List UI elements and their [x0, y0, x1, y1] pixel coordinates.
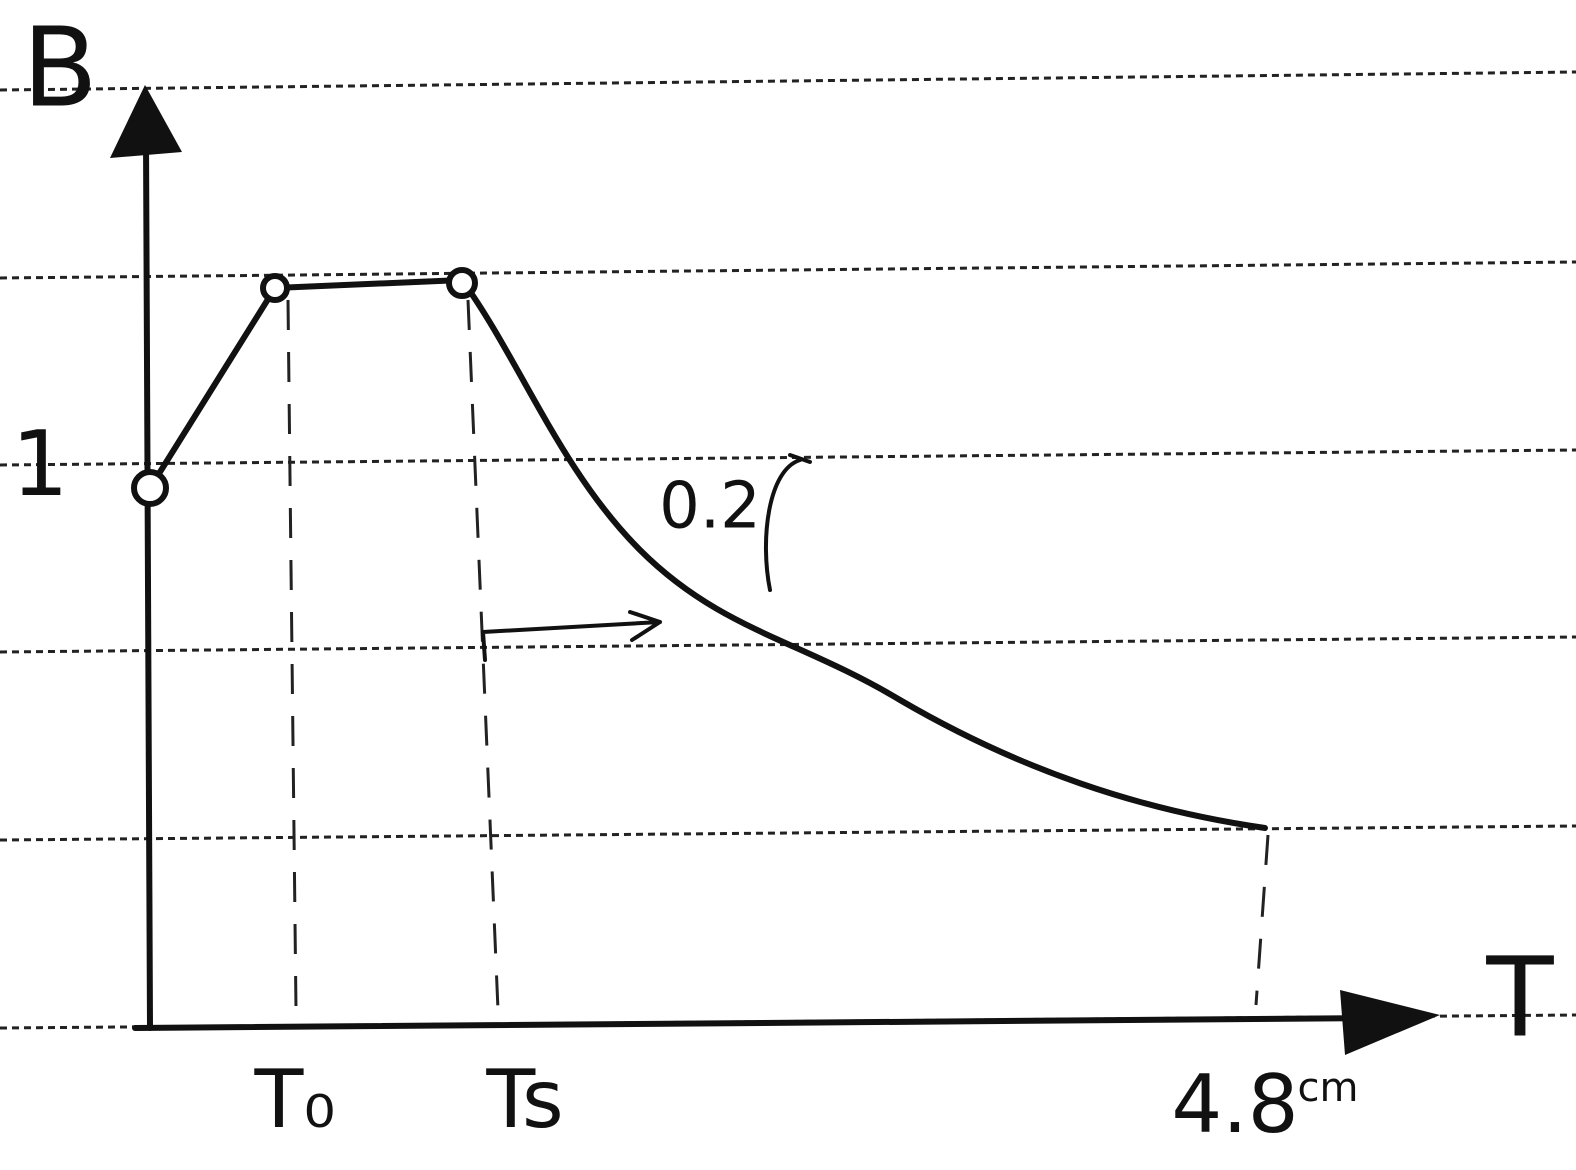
- unit-label: cm: [1298, 1065, 1359, 1111]
- x-mark-label: Ts: [485, 1053, 563, 1146]
- x-mark-label: 4.8: [1171, 1058, 1298, 1151]
- point: [449, 270, 475, 296]
- point: [134, 472, 166, 504]
- y-axis: [146, 140, 150, 1028]
- annotation: 0.2: [659, 470, 761, 544]
- y-tick-label: 1: [11, 412, 68, 517]
- point: [263, 276, 287, 300]
- paper: [0, 0, 1576, 1170]
- x-axis-label: T: [1485, 933, 1554, 1061]
- diagram: B 1 T T₀ Ts 4.8 cm 0.2: [0, 0, 1576, 1170]
- x-mark-label: T₀: [254, 1053, 336, 1146]
- y-axis-label: B: [22, 3, 97, 131]
